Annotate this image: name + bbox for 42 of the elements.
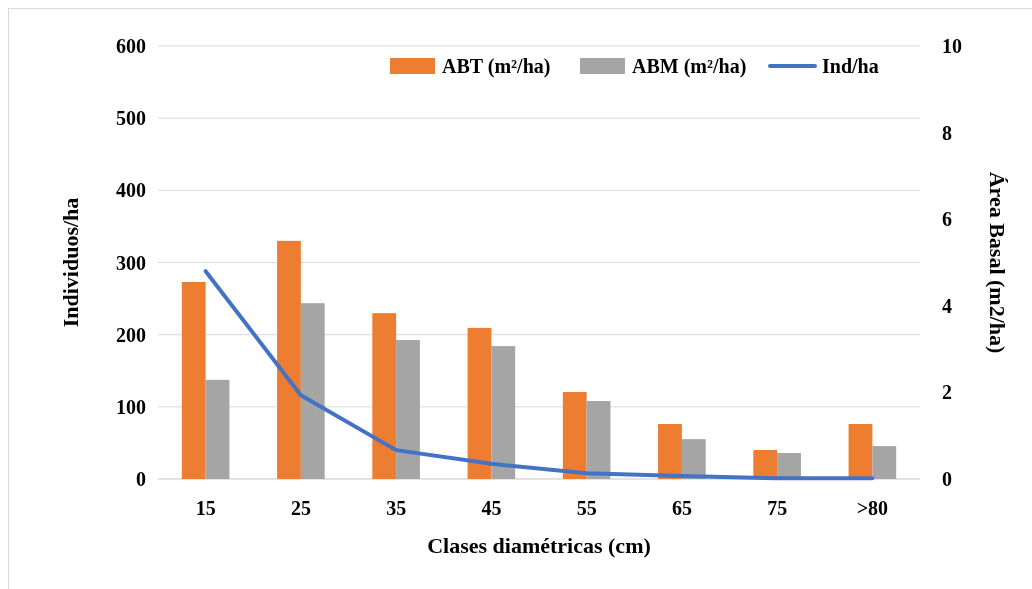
x-tick-label: >80 <box>856 497 889 519</box>
bar <box>181 281 206 479</box>
bar <box>396 340 420 479</box>
bar <box>491 346 516 479</box>
y-tick-label: 200 <box>116 323 146 346</box>
bar <box>372 313 397 479</box>
y-tick-label: 400 <box>116 179 146 202</box>
y-axis-title: Individuos/ha <box>58 197 83 328</box>
bar <box>681 439 706 479</box>
bar <box>562 391 587 479</box>
x-tick-label: 35 <box>386 497 407 519</box>
line-series <box>203 269 875 481</box>
y-tick-label: 300 <box>116 251 146 274</box>
y2-axis-title: Área Basal (m2/ha) <box>985 171 1010 354</box>
y-tick-label: 0 <box>136 468 146 490</box>
y-tick-label: 600 <box>116 35 146 57</box>
x-tick-label: 75 <box>767 497 788 519</box>
x-tick-label: 45 <box>481 497 502 519</box>
bar <box>658 424 682 479</box>
y2-tick-label: 4 <box>942 294 952 317</box>
x-tick-label: 65 <box>671 497 692 519</box>
bar <box>586 401 611 479</box>
bar <box>467 327 492 479</box>
x-tick-label: 55 <box>576 497 597 519</box>
y2-tick-label: 2 <box>942 381 952 404</box>
x-tick-label: 15 <box>195 497 216 519</box>
legend-label: Ind/ha <box>822 55 879 77</box>
y2-tick-label: 8 <box>942 121 952 144</box>
y2-tick-label: 0 <box>942 468 952 490</box>
x-tick-label: 25 <box>290 497 311 519</box>
bar <box>205 379 230 479</box>
bar <box>872 446 897 479</box>
x-axis-title: Clases diamétricas (cm) <box>427 533 651 558</box>
bar <box>300 303 325 479</box>
bar <box>848 424 873 479</box>
y-tick-label: 100 <box>116 395 146 418</box>
y2-tick-label: 10 <box>942 35 962 57</box>
bar <box>277 240 301 479</box>
legend-label: ABM (m²/ha) <box>632 55 747 78</box>
legend-label: ABT (m²/ha) <box>442 55 551 78</box>
y2-tick-label: 6 <box>942 208 952 231</box>
y-tick-label: 500 <box>116 107 146 130</box>
